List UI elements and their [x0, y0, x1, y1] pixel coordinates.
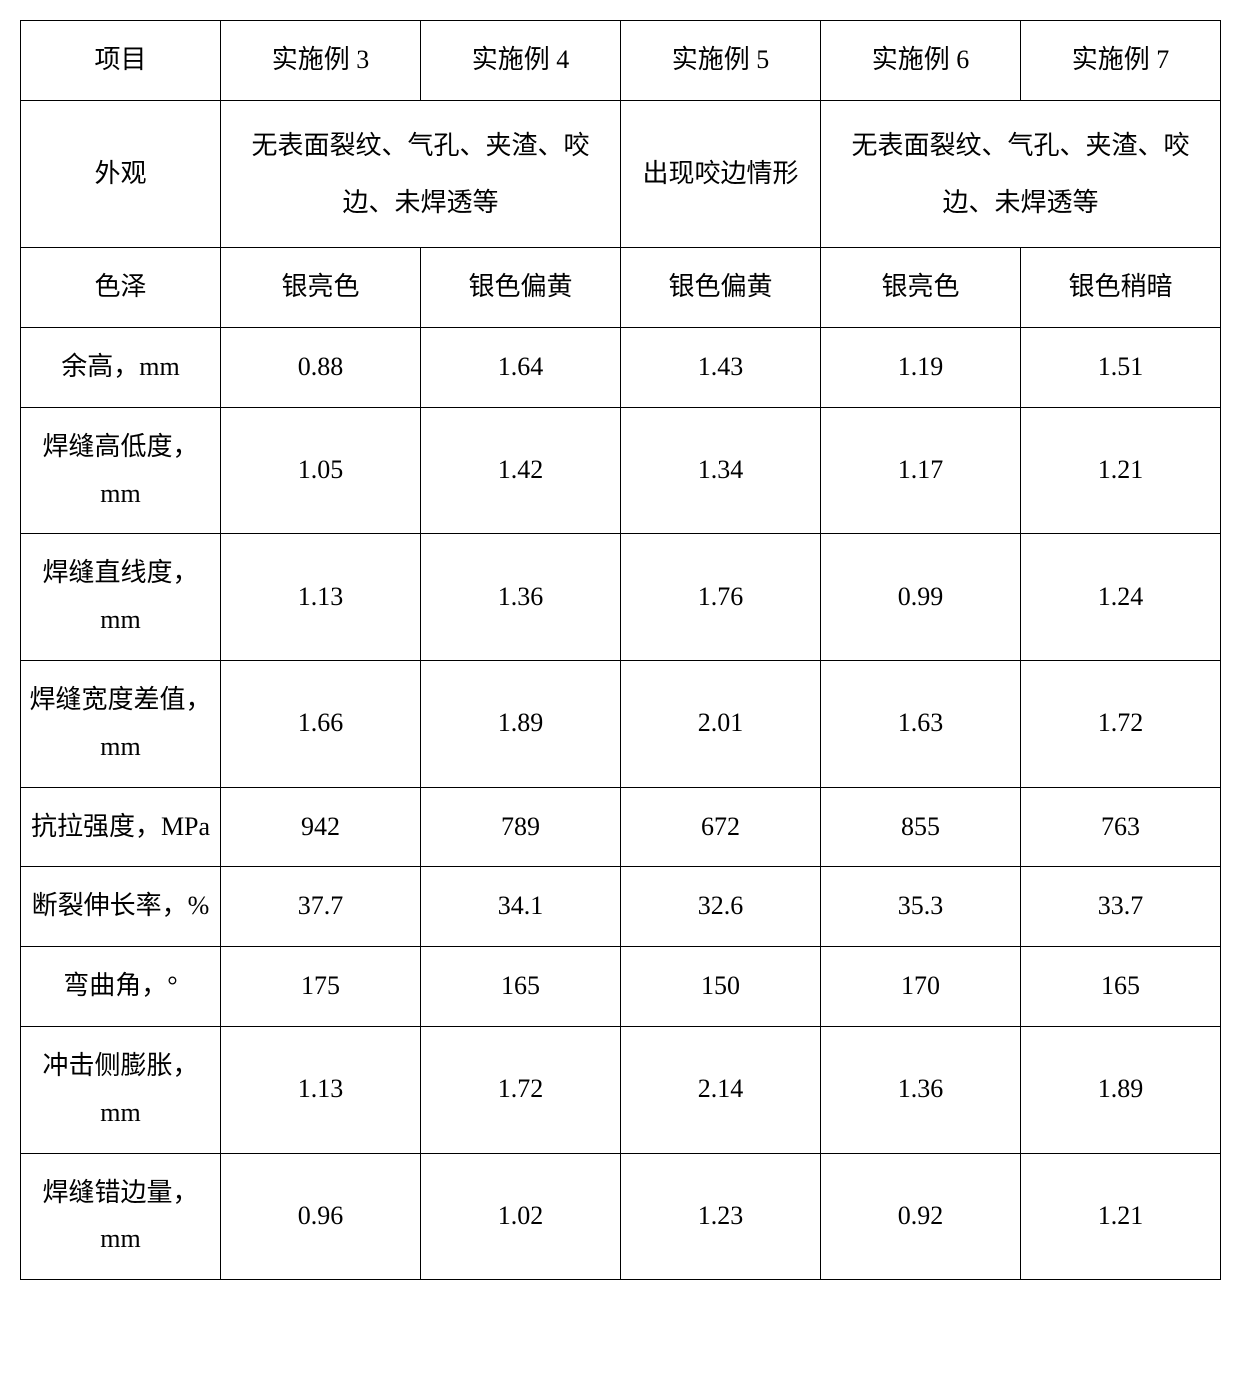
- row-label: 抗拉强度，MPa: [21, 787, 221, 867]
- data-cell: 1.21: [1021, 407, 1221, 534]
- row-label: 焊缝高低度，mm: [21, 407, 221, 534]
- data-cell: 37.7: [221, 867, 421, 947]
- table-row: 断裂伸长率，% 37.7 34.1 32.6 35.3 33.7: [21, 867, 1221, 947]
- data-cell: 170: [821, 947, 1021, 1027]
- header-cell: 实施例 6: [821, 21, 1021, 101]
- table-row: 冲击侧膨胀，mm 1.13 1.72 2.14 1.36 1.89: [21, 1026, 1221, 1153]
- table-row: 弯曲角，° 175 165 150 170 165: [21, 947, 1221, 1027]
- data-cell: 0.92: [821, 1153, 1021, 1280]
- data-cell: 1.63: [821, 660, 1021, 787]
- row-label: 焊缝错边量，mm: [21, 1153, 221, 1280]
- data-cell: 1.89: [1021, 1026, 1221, 1153]
- header-cell: 项目: [21, 21, 221, 101]
- row-label: 焊缝直线度，mm: [21, 534, 221, 661]
- table-row: 色泽 银亮色 银色偏黄 银色偏黄 银亮色 银色稍暗: [21, 248, 1221, 328]
- data-cell: 1.72: [421, 1026, 621, 1153]
- data-cell: 1.21: [1021, 1153, 1221, 1280]
- data-cell: 银色稍暗: [1021, 248, 1221, 328]
- data-cell: 2.14: [621, 1026, 821, 1153]
- row-label: 焊缝宽度差值，mm: [21, 660, 221, 787]
- data-cell: 1.13: [221, 1026, 421, 1153]
- data-cell: 165: [421, 947, 621, 1027]
- data-cell: 1.66: [221, 660, 421, 787]
- data-cell: 1.19: [821, 327, 1021, 407]
- data-cell: 34.1: [421, 867, 621, 947]
- data-cell: 1.42: [421, 407, 621, 534]
- data-cell: 1.23: [621, 1153, 821, 1280]
- table-row: 外观 无表面裂纹、气孔、夹渣、咬边、未焊透等 出现咬边情形 无表面裂纹、气孔、夹…: [21, 100, 1221, 247]
- data-cell: 出现咬边情形: [621, 100, 821, 247]
- data-cell: 0.96: [221, 1153, 421, 1280]
- data-cell: 银亮色: [821, 248, 1021, 328]
- data-cell: 1.36: [821, 1026, 1021, 1153]
- table-row: 焊缝高低度，mm 1.05 1.42 1.34 1.17 1.21: [21, 407, 1221, 534]
- data-cell: 1.13: [221, 534, 421, 661]
- data-cell: 1.43: [621, 327, 821, 407]
- data-cell: 1.02: [421, 1153, 621, 1280]
- data-cell: 942: [221, 787, 421, 867]
- data-cell: 672: [621, 787, 821, 867]
- data-cell: 32.6: [621, 867, 821, 947]
- merged-cell: 无表面裂纹、气孔、夹渣、咬边、未焊透等: [821, 100, 1221, 247]
- data-table: 项目 实施例 3 实施例 4 实施例 5 实施例 6 实施例 7 外观 无表面裂…: [20, 20, 1221, 1280]
- data-cell: 165: [1021, 947, 1221, 1027]
- table-row: 焊缝错边量，mm 0.96 1.02 1.23 0.92 1.21: [21, 1153, 1221, 1280]
- data-cell: 33.7: [1021, 867, 1221, 947]
- table-row: 焊缝宽度差值，mm 1.66 1.89 2.01 1.63 1.72: [21, 660, 1221, 787]
- data-cell: 35.3: [821, 867, 1021, 947]
- data-cell: 1.51: [1021, 327, 1221, 407]
- row-label: 余高，mm: [21, 327, 221, 407]
- merged-cell: 无表面裂纹、气孔、夹渣、咬边、未焊透等: [221, 100, 621, 247]
- data-cell: 0.99: [821, 534, 1021, 661]
- data-cell: 0.88: [221, 327, 421, 407]
- data-cell: 855: [821, 787, 1021, 867]
- data-cell: 1.36: [421, 534, 621, 661]
- data-cell: 1.05: [221, 407, 421, 534]
- data-cell: 银色偏黄: [621, 248, 821, 328]
- data-cell: 763: [1021, 787, 1221, 867]
- header-cell: 实施例 3: [221, 21, 421, 101]
- data-cell: 1.17: [821, 407, 1021, 534]
- table-row: 余高，mm 0.88 1.64 1.43 1.19 1.51: [21, 327, 1221, 407]
- row-label: 弯曲角，°: [21, 947, 221, 1027]
- data-cell: 1.72: [1021, 660, 1221, 787]
- table-row: 抗拉强度，MPa 942 789 672 855 763: [21, 787, 1221, 867]
- data-cell: 2.01: [621, 660, 821, 787]
- data-cell: 1.24: [1021, 534, 1221, 661]
- header-cell: 实施例 4: [421, 21, 621, 101]
- data-cell: 1.89: [421, 660, 621, 787]
- data-cell: 1.34: [621, 407, 821, 534]
- table-header-row: 项目 实施例 3 实施例 4 实施例 5 实施例 6 实施例 7: [21, 21, 1221, 101]
- data-cell: 银亮色: [221, 248, 421, 328]
- table-row: 焊缝直线度，mm 1.13 1.36 1.76 0.99 1.24: [21, 534, 1221, 661]
- data-cell: 789: [421, 787, 621, 867]
- row-label: 外观: [21, 100, 221, 247]
- data-cell: 175: [221, 947, 421, 1027]
- row-label: 色泽: [21, 248, 221, 328]
- data-cell: 150: [621, 947, 821, 1027]
- header-cell: 实施例 5: [621, 21, 821, 101]
- row-label: 冲击侧膨胀，mm: [21, 1026, 221, 1153]
- header-cell: 实施例 7: [1021, 21, 1221, 101]
- data-cell: 银色偏黄: [421, 248, 621, 328]
- row-label: 断裂伸长率，%: [21, 867, 221, 947]
- data-cell: 1.64: [421, 327, 621, 407]
- data-cell: 1.76: [621, 534, 821, 661]
